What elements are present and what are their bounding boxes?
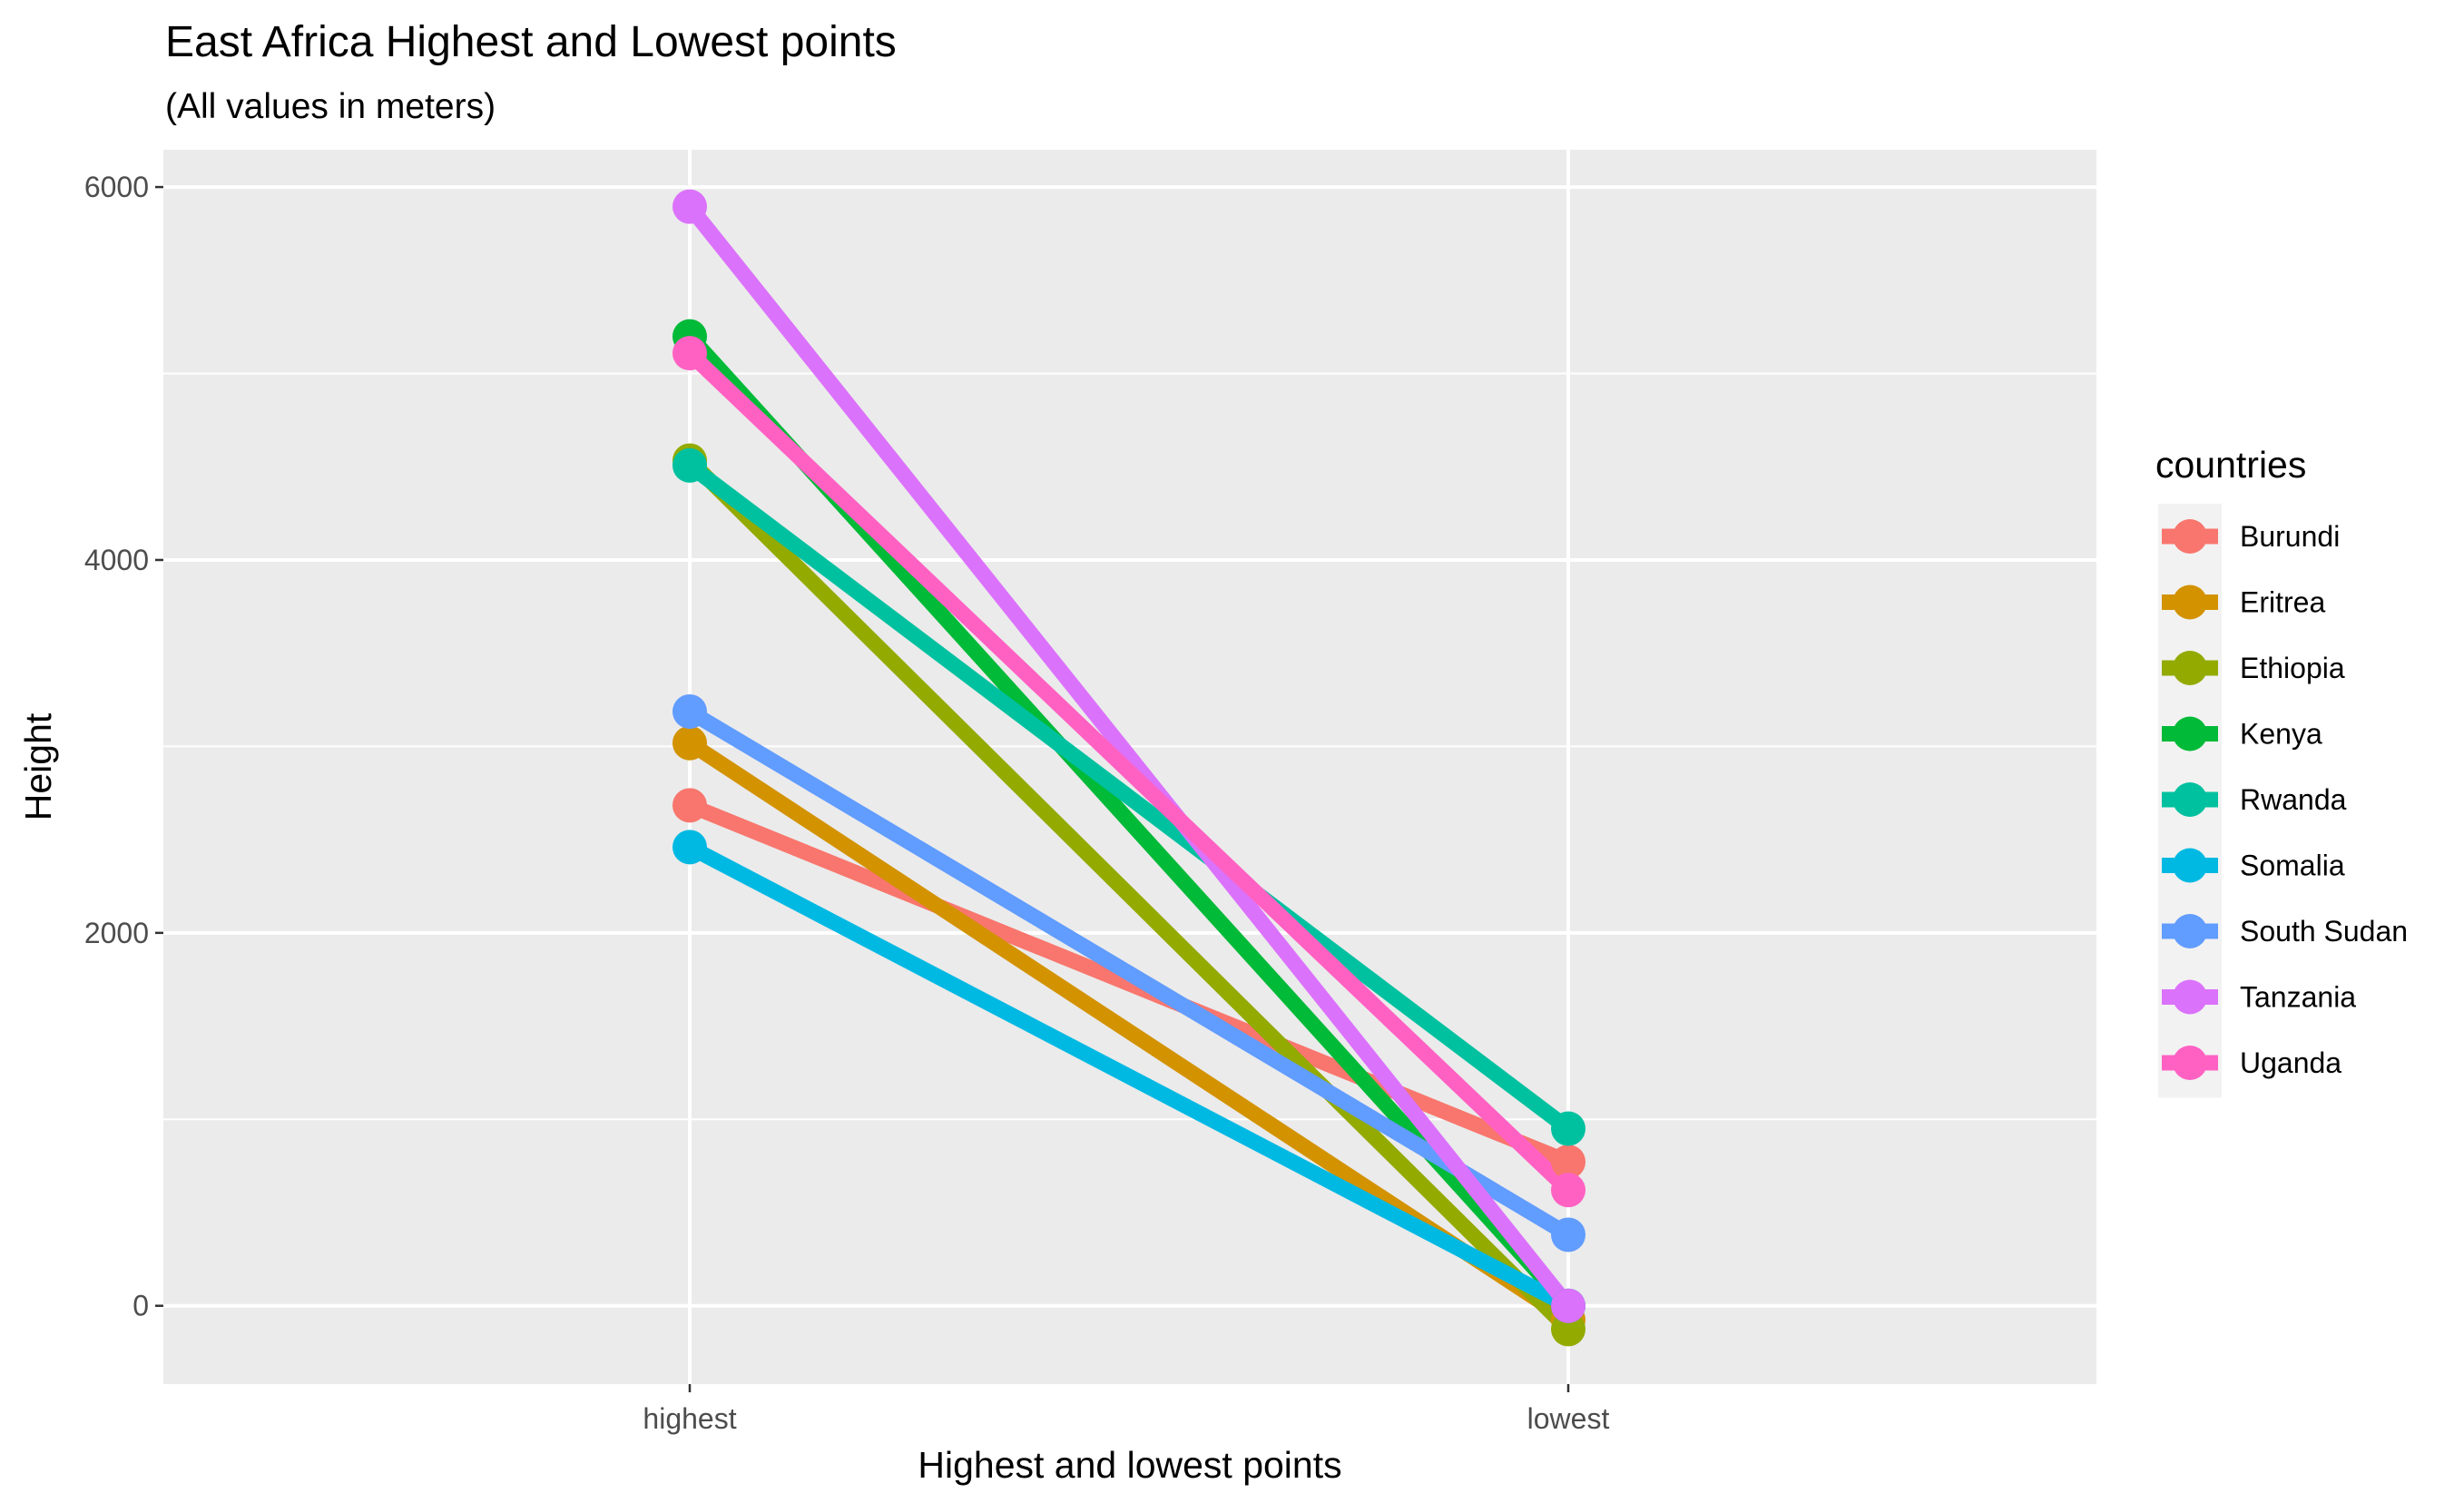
point-tanzania-lowest bbox=[1551, 1288, 1585, 1323]
legend-item-ethiopia: Ethiopia bbox=[2162, 651, 2345, 685]
legend-label: Tanzania bbox=[2240, 981, 2356, 1014]
legend-item-rwanda: Rwanda bbox=[2162, 782, 2347, 817]
point-uganda-highest bbox=[672, 336, 707, 371]
series-lines bbox=[683, 201, 1575, 1335]
legend-items: Burundi Eritrea Ethiopia Kenya Rwanda Somalia… bbox=[2158, 504, 2408, 1098]
point-somalia-highest bbox=[672, 830, 707, 865]
legend-item-eritrea: Eritrea bbox=[2162, 584, 2325, 620]
y-tick-label: 0 bbox=[133, 1290, 149, 1322]
x-tick-label: highest bbox=[643, 1402, 736, 1435]
legend-title: countries bbox=[2155, 444, 2306, 486]
legend-label: Burundi bbox=[2240, 520, 2340, 553]
point-burundi-lowest bbox=[1551, 1144, 1585, 1180]
legend-item-burundi: Burundi bbox=[2162, 519, 2340, 554]
chart-title: East Africa Highest and Lowest points bbox=[165, 18, 897, 66]
x-axis-title: Highest and lowest points bbox=[918, 1444, 1341, 1486]
legend-item-tanzania: Tanzania bbox=[2162, 979, 2356, 1015]
point-tanzania-highest bbox=[672, 189, 707, 224]
legend-label: Somalia bbox=[2240, 850, 2345, 882]
legend-item-somalia: Somalia bbox=[2162, 848, 2345, 883]
point-uganda-lowest bbox=[1551, 1173, 1585, 1208]
point-south-sudan-highest bbox=[672, 693, 707, 729]
point-south-sudan-lowest bbox=[1551, 1217, 1585, 1252]
x-tick-label: lowest bbox=[1527, 1402, 1610, 1435]
axes: 0 2000 4000 6000 highest lowest bbox=[84, 171, 1610, 1435]
legend-key-point bbox=[2173, 1046, 2207, 1080]
legend-label: Eritrea bbox=[2240, 586, 2325, 619]
legend-label: Rwanda bbox=[2240, 783, 2347, 816]
y-tick-label: 2000 bbox=[84, 917, 149, 949]
legend-item-south-sudan: South Sudan bbox=[2162, 914, 2408, 948]
y-axis-title: Height bbox=[17, 712, 59, 820]
legend-key-point bbox=[2173, 848, 2207, 883]
legend-key-point bbox=[2173, 584, 2207, 620]
legend-key-point bbox=[2173, 651, 2207, 685]
point-burundi-highest bbox=[672, 788, 707, 823]
series-line-somalia bbox=[686, 840, 1572, 1313]
legend-key-point bbox=[2173, 979, 2207, 1015]
series-line-rwanda bbox=[684, 459, 1574, 1135]
legend-label: Uganda bbox=[2240, 1046, 2341, 1079]
point-rwanda-highest bbox=[672, 447, 707, 483]
legend-key-point bbox=[2173, 716, 2207, 752]
series-points bbox=[672, 189, 1585, 1347]
point-rwanda-lowest bbox=[1551, 1111, 1585, 1146]
series-line-south-sudan bbox=[685, 704, 1573, 1242]
legend: countries Burundi Eritrea Ethiopia Kenya Rwa… bbox=[2155, 444, 2408, 1098]
legend-item-uganda: Uganda bbox=[2162, 1046, 2341, 1080]
chart-subtitle: (All values in meters) bbox=[165, 87, 496, 126]
y-tick-label: 4000 bbox=[84, 544, 149, 576]
legend-label: Ethiopia bbox=[2240, 652, 2345, 684]
legend-label: Kenya bbox=[2240, 718, 2322, 751]
legend-key-point bbox=[2173, 519, 2207, 554]
series-line-tanzania bbox=[683, 201, 1575, 1311]
legend-label: South Sudan bbox=[2240, 915, 2408, 948]
series-line-burundi bbox=[686, 798, 1572, 1169]
series-line-uganda bbox=[684, 347, 1574, 1196]
y-tick-label: 6000 bbox=[84, 171, 149, 203]
legend-key-point bbox=[2173, 914, 2207, 948]
point-eritrea-highest bbox=[672, 725, 707, 761]
series-line-ethiopia bbox=[684, 455, 1574, 1335]
legend-key-point bbox=[2173, 782, 2207, 817]
legend-item-kenya: Kenya bbox=[2162, 716, 2322, 752]
